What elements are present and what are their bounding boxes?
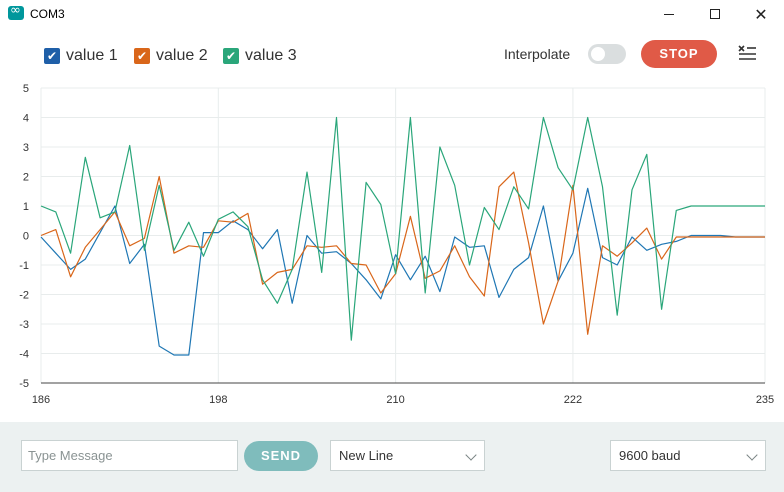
y-tick-label: -1 [19, 260, 29, 272]
legend-item-value-2[interactable]: ✔ value 2 [134, 46, 208, 66]
x-tick-label: 186 [32, 394, 50, 406]
legend-label: value 3 [245, 47, 297, 64]
legend-item-value-3[interactable]: ✔ value 3 [223, 46, 297, 66]
interpolate-toggle[interactable] [588, 44, 626, 64]
legend-checkbox-value-3[interactable]: ✔ [223, 48, 239, 64]
y-tick-label: 3 [23, 142, 29, 154]
minimize-icon [664, 13, 674, 15]
chevron-down-icon [746, 449, 758, 461]
legend-label: value 2 [156, 47, 208, 64]
serial-plotter-chart: -5 -4 -3 -2 -1 0 1 2 3 4 5 186 198 210 222 235 [19, 83, 774, 406]
y-tick-label: 4 [23, 113, 29, 125]
close-button[interactable]: ✕ [738, 0, 784, 28]
send-button[interactable]: SEND [244, 441, 318, 471]
y-tick-label: -4 [19, 349, 29, 361]
maximize-icon [710, 9, 720, 19]
y-tick-label: 0 [23, 231, 29, 243]
y-tick-label: -5 [19, 378, 29, 390]
send-bar: SEND New Line 9600 baud [0, 422, 784, 492]
series-line-value-2 [40, 171, 765, 335]
window-title: COM3 [30, 7, 65, 21]
maximize-button[interactable] [692, 0, 738, 28]
minimize-button[interactable] [646, 0, 692, 28]
toggle-knob [591, 47, 605, 61]
arduino-app-icon [8, 3, 24, 20]
x-tick-label: 210 [386, 394, 404, 406]
chevron-down-icon [465, 449, 477, 461]
y-tick-label: 2 [23, 172, 29, 184]
baud-rate-select[interactable]: 9600 baud [610, 440, 766, 471]
baud-rate-value: 9600 baud [619, 448, 681, 463]
y-tick-label: -3 [19, 319, 29, 331]
series-line-value-1 [40, 187, 765, 356]
x-tick-label: 235 [756, 394, 774, 406]
x-tick-label: 222 [564, 394, 582, 406]
legend-item-value-1[interactable]: ✔ value 1 [44, 46, 118, 66]
y-tick-label: 5 [23, 83, 29, 95]
plotter-toolbar: ✔ value 1 ✔ value 2 ✔ value 3 Interpolat… [0, 28, 784, 80]
message-input[interactable] [21, 440, 238, 471]
close-icon: ✕ [754, 4, 768, 24]
interpolate-label: Interpolate [504, 46, 571, 62]
stop-button[interactable]: STOP [641, 40, 717, 68]
line-ending-select[interactable]: New Line [330, 440, 485, 471]
x-tick-label: 198 [209, 394, 227, 406]
clear-output-icon[interactable] [736, 42, 758, 64]
series-line-value-3 [40, 116, 765, 341]
title-bar: COM3 ✕ [0, 0, 784, 28]
legend-label: value 1 [66, 47, 118, 64]
legend-checkbox-value-1[interactable]: ✔ [44, 48, 60, 64]
legend-checkbox-value-2[interactable]: ✔ [134, 48, 150, 64]
line-ending-value: New Line [339, 448, 394, 463]
y-tick-label: 1 [23, 201, 29, 213]
y-tick-label: -2 [19, 290, 29, 302]
